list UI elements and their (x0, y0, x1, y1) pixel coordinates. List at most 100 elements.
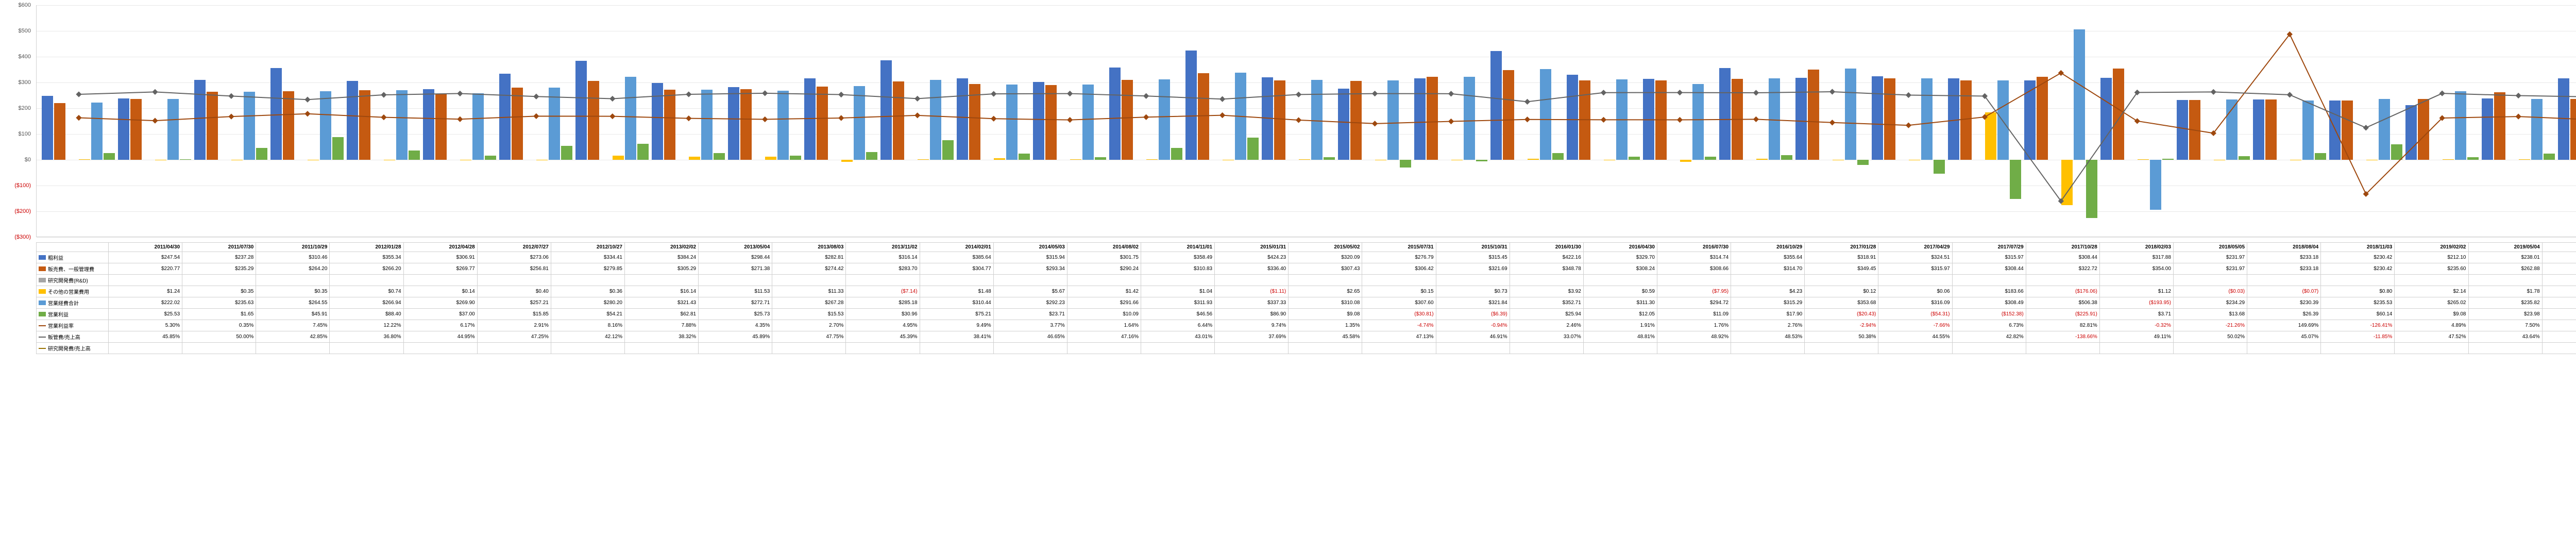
bar-gross_profit (499, 74, 511, 160)
cell (624, 275, 698, 286)
bar-opex_total (2226, 99, 2238, 160)
cell: 45.89% (699, 331, 772, 343)
cell: $183.66 (1952, 286, 2026, 297)
y-left-tick: ($200) (14, 208, 31, 214)
cell: $329.70 (1583, 252, 1657, 263)
chart-area: ($300)($200)($100)$0$100$200$300$400$500… (36, 5, 2576, 237)
cell: ($0.07) (2247, 286, 2321, 297)
cell: $311.30 (1583, 297, 1657, 309)
cell (1362, 343, 1436, 354)
cell: $10.09 (1067, 309, 1141, 320)
cell: 2.76% (1731, 320, 1805, 331)
col-header: 2018/02/03 (2099, 243, 2173, 252)
cell (1510, 343, 1583, 354)
cell: 7.88% (624, 320, 698, 331)
y-left-tick: ($100) (14, 182, 31, 189)
bar-gross_profit (575, 61, 587, 160)
col-header: 2011/04/30 (109, 243, 182, 252)
cell: $23.71 (993, 309, 1067, 320)
bar-sga (2189, 100, 2200, 160)
cell: $506.38 (2026, 297, 2099, 309)
cell: $276.79 (1362, 252, 1436, 263)
bar-op_income (256, 148, 267, 160)
cell: $294.72 (1657, 297, 1731, 309)
cell: $310.83 (1141, 263, 1214, 275)
bar-sga (817, 87, 828, 160)
cell: 82.81% (2026, 320, 2099, 331)
bar-sga (893, 81, 904, 160)
bar-sga (1732, 79, 1743, 160)
cell: 2.70% (772, 320, 846, 331)
col-header: 2011/07/30 (182, 243, 256, 252)
bar-other (689, 157, 700, 160)
row-head: 研究開発費/売上高 (37, 343, 109, 354)
bar-gross_profit (880, 60, 892, 160)
cell: $235.29 (182, 263, 256, 275)
bar-opex_total (625, 77, 636, 160)
bar-sga (588, 81, 599, 160)
cell: $283.70 (846, 263, 920, 275)
y-left-tick: ($300) (14, 234, 31, 240)
col-header: 2013/02/02 (624, 243, 698, 252)
cell (2395, 343, 2468, 354)
col-header: 2013/05/04 (699, 243, 772, 252)
cell: $315.97 (1878, 263, 1952, 275)
cell: $317.88 (2099, 252, 2173, 263)
cell (993, 343, 1067, 354)
cell: $308.49 (1952, 297, 2026, 309)
cell (1805, 275, 1878, 286)
cell (2247, 275, 2321, 286)
cell: $231.97 (2173, 252, 2247, 263)
bar-other (994, 158, 1005, 160)
cell: $25.94 (1510, 309, 1583, 320)
cell (256, 343, 330, 354)
cell: $1.04 (1141, 286, 1214, 297)
cell: ($7.14) (846, 286, 920, 297)
bar-op_income (1552, 153, 1564, 160)
bar-op_income (2239, 156, 2250, 160)
bar-op_income (332, 137, 344, 160)
cell: $234.29 (2173, 297, 2247, 309)
cell: $349.45 (1805, 263, 1878, 275)
cell (1436, 343, 1510, 354)
cell: $385.64 (920, 252, 993, 263)
cell (1731, 343, 1805, 354)
cell: 2.91% (477, 320, 551, 331)
cell: $54.21 (551, 309, 624, 320)
cell: 42.12% (551, 331, 624, 343)
cell: ($1.11) (1215, 286, 1289, 297)
cell: 50.02% (2173, 331, 2247, 343)
cell: $320.09 (1289, 252, 1362, 263)
cell: $11.53 (699, 286, 772, 297)
bar-sga (1503, 70, 1514, 160)
bar-gross_profit (1185, 51, 1197, 160)
cell (182, 343, 256, 354)
cell: $422.16 (1510, 252, 1583, 263)
cell: $315.97 (1952, 252, 2026, 263)
cell: $308.44 (2026, 252, 2099, 263)
col-header: 2011/10/29 (256, 243, 330, 252)
cell: $247.54 (109, 252, 182, 263)
bar-op_income (2315, 153, 2326, 160)
bar-opex_total (777, 91, 789, 160)
cell: $269.90 (403, 297, 477, 309)
bar-sga (1427, 77, 1438, 160)
bar-gross_profit (118, 98, 129, 160)
cell (2321, 275, 2395, 286)
cell: $285.18 (846, 297, 920, 309)
cell: $222.02 (109, 297, 182, 309)
bar-gross_profit (1262, 77, 1273, 160)
bar-op_income (1400, 160, 1411, 168)
cell (551, 275, 624, 286)
cell: 50.00% (182, 331, 256, 343)
cell: ($0.73) (2542, 286, 2576, 297)
cell: $336.40 (1215, 263, 1289, 275)
bar-opex_total (2074, 29, 2085, 160)
bar-other (1146, 159, 1158, 160)
cell: $23.98 (2468, 309, 2542, 320)
cell: 1.91% (1583, 320, 1657, 331)
cell: $86.90 (1215, 309, 1289, 320)
cell: 9.49% (920, 320, 993, 331)
bar-gross_profit (1490, 51, 1502, 160)
cell: $307.60 (1362, 297, 1436, 309)
